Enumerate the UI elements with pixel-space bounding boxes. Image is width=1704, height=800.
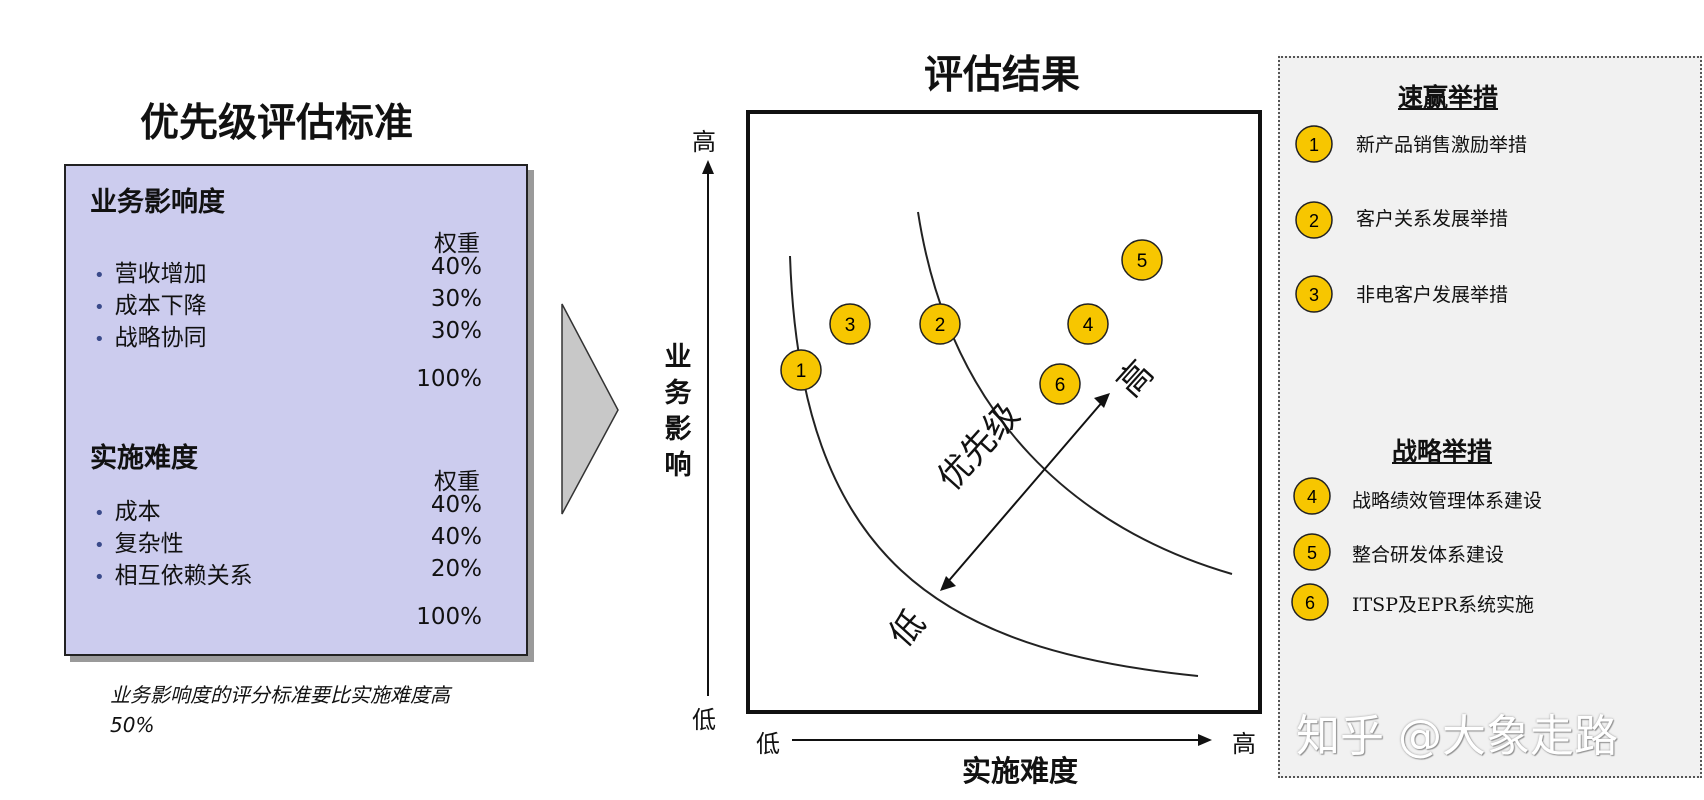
y-axis-high-label: 高 [692,128,716,156]
criteria-box: 业务影响度 权重 • 营收增加 40% • 成本下降 30% • 战略协同 30% 1… [64,164,528,656]
bullet-icon: • [94,265,105,286]
marker-5[interactable]: 5 [1121,239,1163,281]
svg-text:3: 3 [1309,285,1319,305]
svg-text:2: 2 [1309,211,1319,231]
svg-text:3: 3 [845,315,856,336]
difficulty-total: 100% [416,604,482,630]
svg-text:1: 1 [1309,135,1319,155]
initiative-label: ITSP及EPR系统实施 [1352,594,1534,616]
impact-weight: 30% [430,286,482,312]
initiative-label: 客户关系发展举措 [1356,208,1509,230]
strategic-title: 战略举措 [1392,437,1493,466]
bullet-icon: • [94,567,105,588]
marker-1[interactable]: 1 [780,349,822,391]
matrix-frame [746,110,1262,714]
number-badge-icon: 4 [1293,477,1331,515]
weighting-note: 业务影响度的评分标准要比实施难度高50% [110,683,450,737]
y-axis-arrow [702,160,714,696]
bullet-icon: • [94,297,105,318]
svg-text:6: 6 [1055,375,1066,396]
difficulty-weight: 40% [430,492,482,518]
svg-text:5: 5 [1137,251,1148,272]
difficulty-weight-header: 权重 [434,469,480,495]
initiative-label: 整合研发体系建设 [1352,544,1505,566]
number-badge-icon: 1 [1295,125,1333,163]
chart-title: 评估结果 [924,53,1081,98]
watermark-text: 知乎 @大象走路 [1296,711,1618,762]
impact-weight-header: 权重 [434,231,480,257]
number-badge-icon: 3 [1295,275,1333,313]
bullet-icon: • [94,503,105,524]
impact-criterion: • 营收增加 [94,261,207,287]
marker-4[interactable]: 4 [1067,303,1109,345]
initiatives-panel: 速赢举措 1 新产品销售激励举措 2 客户关系发展举措 3 非电客户发展举措 战… [1278,56,1702,778]
y-axis-title: 业务影响 [664,342,692,481]
bullet-icon: • [94,329,105,350]
marker-6[interactable]: 6 [1039,363,1081,405]
difficulty-section-title: 实施难度 [90,443,198,474]
y-axis-low-label: 低 [692,706,716,734]
marker-2[interactable]: 2 [919,303,961,345]
impact-weight: 30% [430,318,482,344]
impact-section-title: 业务影响度 [90,187,225,218]
impact-criterion: • 战略协同 [94,325,207,351]
difficulty-criterion: • 成本 [94,499,161,525]
difficulty-criterion: • 复杂性 [94,531,184,557]
number-badge-icon: 5 [1293,533,1331,571]
difficulty-weight: 20% [430,556,482,582]
quick-wins-title: 速赢举措 [1398,83,1499,112]
initiative-label: 非电客户发展举措 [1356,284,1509,306]
x-axis-high-label: 高 [1232,730,1256,758]
number-badge-icon: 2 [1295,201,1333,239]
impact-criterion: • 成本下降 [94,293,207,319]
svg-text:1: 1 [796,361,807,382]
difficulty-weight: 40% [430,524,482,550]
difficulty-criterion: • 相互依赖关系 [94,563,253,589]
x-axis-arrow [792,734,1212,746]
initiative-label: 新产品销售激励举措 [1356,134,1528,156]
x-axis-low-label: 低 [756,730,780,758]
number-badge-icon: 6 [1291,583,1329,621]
impact-total: 100% [416,366,482,392]
svg-text:2: 2 [935,315,946,336]
svg-text:4: 4 [1083,315,1094,336]
svg-text:4: 4 [1307,487,1317,507]
svg-text:5: 5 [1307,543,1317,563]
initiative-label: 战略绩效管理体系建设 [1352,490,1543,512]
criteria-title: 优先级评估标准 [140,101,414,146]
bullet-icon: • [94,535,105,556]
right-arrow-icon [561,303,619,515]
marker-3[interactable]: 3 [829,303,871,345]
x-axis-title: 实施难度 [962,754,1079,788]
svg-text:6: 6 [1305,593,1315,613]
impact-weight: 40% [430,254,482,280]
